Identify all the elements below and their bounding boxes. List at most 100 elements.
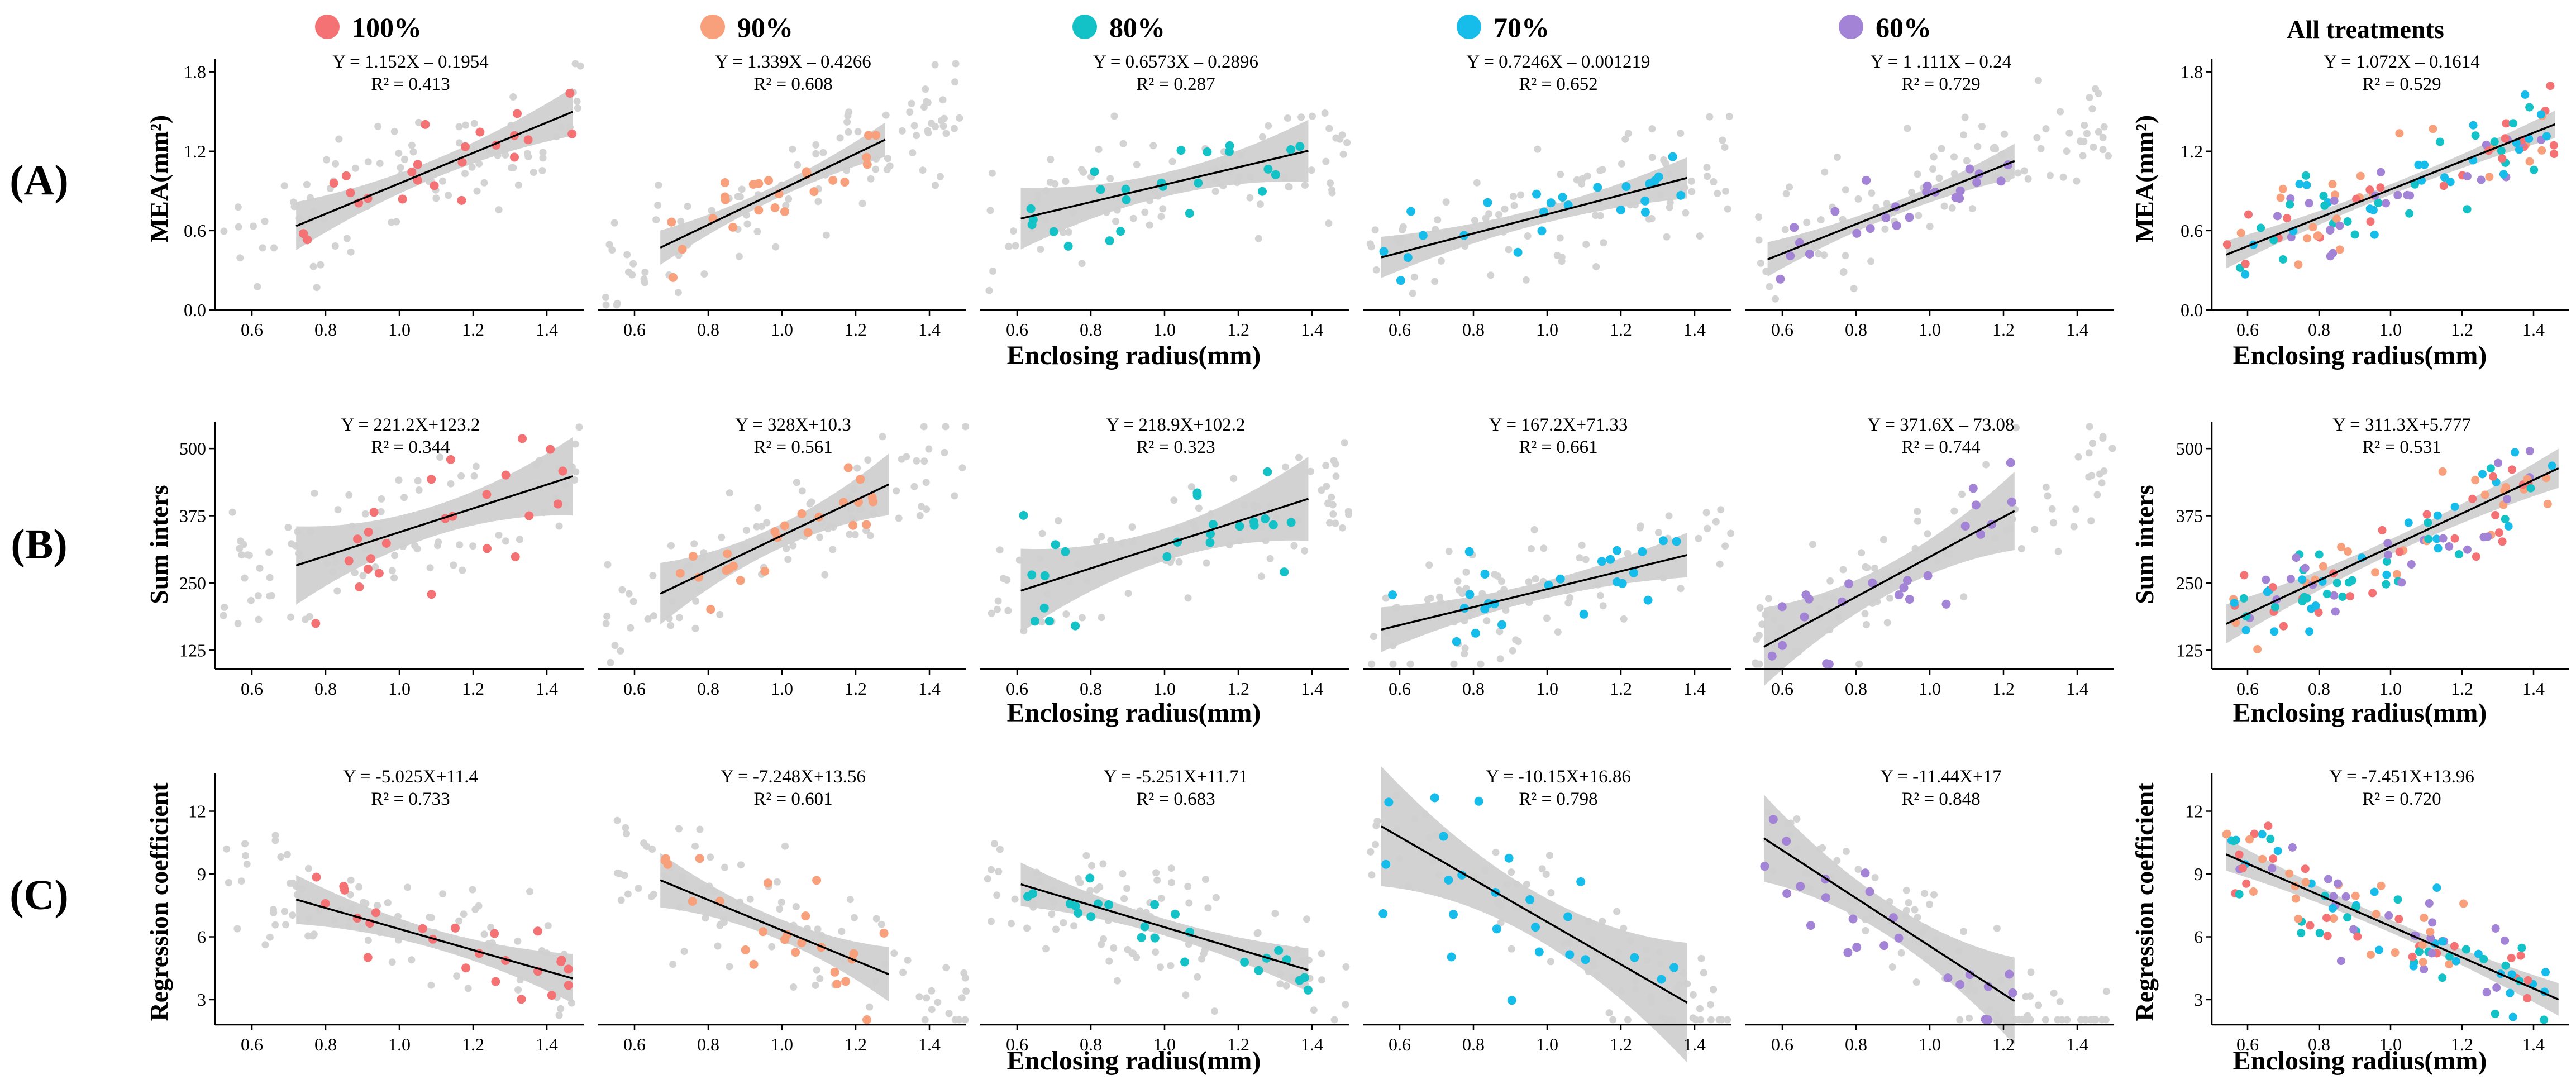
bg-point (455, 917, 463, 925)
data-point (728, 222, 738, 232)
data-point (1074, 908, 1083, 918)
bg-point (1663, 233, 1671, 241)
data-point (797, 938, 807, 948)
bg-point (1099, 860, 1107, 868)
bg-point (1491, 571, 1499, 579)
data-point (2382, 557, 2391, 566)
bg-point (2081, 1016, 2089, 1024)
bg-point (1382, 594, 1390, 602)
data-point (2332, 214, 2341, 223)
x-tick-label: 1.4 (2522, 319, 2545, 340)
data-point (2344, 547, 2352, 556)
bg-point (627, 624, 635, 632)
panel-a-1: 0.00.61.21.80.6 0.8 1.0 1.2 1.4Y = 1.152X – … (184, 52, 584, 340)
bg-point (289, 880, 297, 887)
data-point (553, 499, 562, 509)
bg-point (1060, 919, 1067, 926)
data-point (517, 995, 526, 1004)
bg-point (1547, 889, 1555, 897)
data-point (329, 178, 338, 188)
data-point (1951, 193, 1960, 202)
bg-point (700, 270, 708, 278)
bg-point (376, 160, 384, 168)
data-point (2352, 194, 2361, 203)
data-point (533, 926, 542, 936)
data-point (1672, 537, 1681, 546)
y-tick-label: 1.8 (184, 62, 206, 82)
x-tick-label: 1.0 (388, 1034, 411, 1054)
bg-point (605, 241, 613, 249)
data-point (1643, 595, 1653, 605)
equation-label: Y = 218.9X+102.2 (1106, 415, 1246, 435)
data-point (1879, 941, 1889, 951)
data-point (1261, 514, 1270, 523)
bg-point (1297, 113, 1305, 121)
bg-point (821, 571, 829, 579)
bg-point (397, 164, 404, 171)
bg-point (1530, 526, 1538, 533)
bg-point (1689, 991, 1697, 999)
bg-point (667, 542, 675, 550)
data-point (1796, 882, 1805, 891)
data-point (2463, 545, 2472, 554)
data-point (764, 176, 773, 185)
bg-point (942, 130, 950, 137)
bg-point (472, 462, 480, 470)
bg-point (1124, 590, 1132, 598)
bg-point (2085, 449, 2093, 457)
bg-point (1152, 869, 1160, 877)
data-point (2291, 894, 2300, 903)
bg-point (355, 883, 363, 891)
legend-label-60: 60% (1876, 12, 1931, 43)
data-point (1137, 933, 1146, 942)
bg-point (1284, 114, 1291, 122)
data-point (688, 552, 698, 561)
bg-point (961, 1016, 969, 1024)
data-point (2393, 190, 2402, 199)
data-point (353, 534, 362, 544)
x-tick-label: 0.6 (241, 319, 263, 340)
data-point (491, 977, 500, 986)
data-point (1061, 547, 1070, 556)
data-point (1996, 176, 2006, 186)
y-tick-label: 9 (197, 864, 206, 884)
data-point (1844, 579, 1854, 589)
bg-point (277, 853, 285, 861)
bg-point (1399, 223, 1407, 231)
data-point (371, 908, 380, 918)
bg-point (1328, 493, 1335, 501)
bg-point (1710, 986, 1718, 994)
bg-point (1704, 524, 1711, 532)
data-point (2537, 146, 2546, 155)
bg-point (1904, 125, 1911, 132)
bg-point (1318, 949, 1325, 957)
fit-line (2225, 123, 2556, 256)
data-point (1640, 196, 1650, 206)
x-label-row-c-all: Enclosing radius(mm) (2233, 1046, 2487, 1076)
bg-point (462, 121, 470, 129)
bg-point (1725, 113, 1733, 120)
data-point (2404, 518, 2413, 527)
bg-point (2102, 987, 2110, 995)
bg-point (792, 903, 800, 910)
bg-point (317, 261, 325, 269)
bg-point (495, 206, 503, 214)
bg-point (702, 914, 709, 922)
bg-point (783, 544, 790, 552)
bg-point (942, 964, 950, 972)
bg-point (544, 922, 552, 930)
bg-point (913, 132, 920, 140)
bg-point (1525, 578, 1533, 586)
data-point (2489, 472, 2497, 481)
bg-point (1755, 236, 1763, 244)
bg-point (1696, 232, 1704, 240)
bg-point (784, 556, 792, 563)
data-point (2338, 593, 2347, 601)
bg-point (649, 572, 657, 580)
bg-point (1826, 577, 1834, 585)
data-point (2288, 843, 2297, 852)
bg-point (939, 96, 947, 104)
bg-point (1124, 945, 1132, 953)
equation-label: Y = 1.072X – 0.1614 (2324, 52, 2480, 72)
